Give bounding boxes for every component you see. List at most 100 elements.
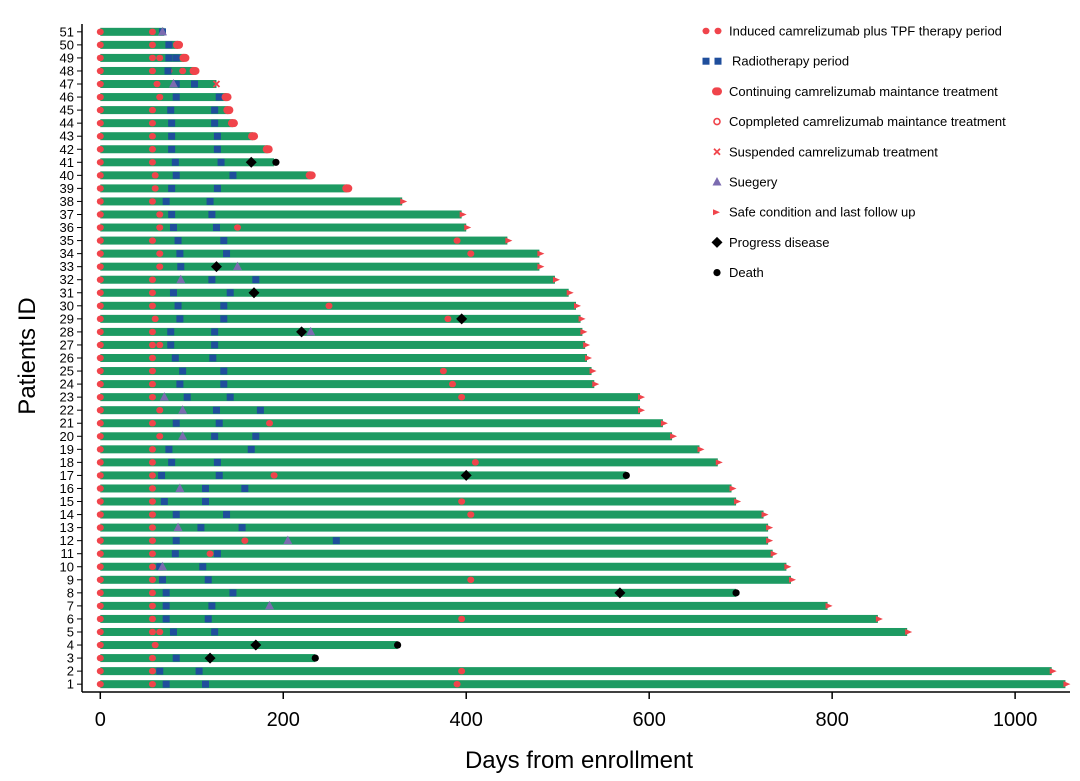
legend-continuing-icon <box>712 87 722 96</box>
safe-followup-marker <box>574 302 581 309</box>
tpf-marker <box>148 276 156 283</box>
radiotherapy-marker <box>256 406 264 414</box>
tpf-marker <box>458 498 466 505</box>
radiotherapy-marker <box>156 667 164 675</box>
legend-label: Induced camrelizumab plus TPF therapy pe… <box>729 24 1002 39</box>
y-axis-title: Patients ID <box>14 297 41 414</box>
patient-id-label: 4 <box>67 638 74 653</box>
radiotherapy-marker <box>220 302 228 310</box>
tpf-marker <box>96 602 104 610</box>
patient-bar <box>100 210 462 219</box>
patient-id-label: 15 <box>60 494 74 509</box>
tpf-marker <box>467 576 475 583</box>
tpf-marker <box>458 667 466 675</box>
patient-bar <box>100 354 587 362</box>
patient-bar <box>100 53 185 62</box>
radiotherapy-marker <box>213 145 221 153</box>
patient-id-label: 50 <box>60 37 74 52</box>
progress-marker <box>250 639 262 651</box>
patient-id-label: 31 <box>60 285 74 300</box>
safe-followup-marker <box>589 368 597 375</box>
radiotherapy-marker <box>220 367 228 375</box>
patient-bar <box>100 367 592 376</box>
radiotherapy-marker <box>167 328 175 336</box>
patient-id-label: 37 <box>60 207 74 222</box>
patient-bar <box>100 406 641 415</box>
progress-marker <box>296 326 308 338</box>
radiotherapy-marker <box>165 445 173 453</box>
radiotherapy-marker <box>177 263 185 271</box>
tpf-marker <box>96 172 104 179</box>
radiotherapy-marker <box>217 158 225 166</box>
patient-id-label: 49 <box>60 50 74 65</box>
patient-id-label: 11 <box>61 546 75 561</box>
radiotherapy-marker <box>195 667 203 675</box>
tpf-marker <box>96 119 104 127</box>
tpf-marker <box>453 680 461 688</box>
patient-bar <box>100 327 583 336</box>
tpf-marker <box>471 459 479 466</box>
tpf-marker <box>96 393 104 401</box>
tpf-marker <box>179 67 187 75</box>
tpf-marker <box>148 472 156 479</box>
legend-progress-icon <box>711 236 723 248</box>
death-marker <box>732 589 740 597</box>
tpf-marker <box>439 367 447 375</box>
radiotherapy-marker <box>165 54 173 62</box>
tpf-marker <box>270 472 278 479</box>
tpf-marker <box>96 328 104 336</box>
legend-item-suspended: Suspended camrelizumab treatment <box>713 144 938 159</box>
tpf-marker <box>148 328 156 336</box>
tpf-marker <box>96 315 104 323</box>
progress-marker <box>210 261 222 273</box>
patient-id-label: 36 <box>60 220 74 235</box>
patient-id-label: 44 <box>60 116 74 131</box>
tpf-marker <box>148 563 156 570</box>
safe-followup-marker <box>697 446 705 453</box>
continuing-marker <box>342 184 353 193</box>
tpf-marker <box>206 550 214 557</box>
tpf-marker <box>148 420 156 427</box>
safe-followup-marker <box>770 550 778 557</box>
patient-bar <box>100 575 791 584</box>
patient-bar <box>100 497 737 506</box>
patient-id-label: 29 <box>60 311 74 326</box>
tpf-marker <box>96 654 104 662</box>
radiotherapy-marker <box>211 432 219 440</box>
radiotherapy-marker <box>202 498 209 506</box>
patient-bar <box>100 523 769 532</box>
tpf-marker <box>96 106 104 114</box>
radiotherapy-marker <box>213 132 221 140</box>
tpf-marker <box>449 380 456 388</box>
legend-item-radio: Radiotherapy period <box>702 54 849 69</box>
safe-followup-marker <box>825 602 833 609</box>
legend-label: Radiotherapy period <box>732 54 849 69</box>
progress-marker <box>204 652 216 664</box>
patient-bar <box>100 588 737 597</box>
continuing-marker <box>262 145 273 154</box>
tpf-marker <box>96 550 104 557</box>
tpf-marker <box>151 172 159 179</box>
x-axis-ticks: 0 200 400 600 800 1000 <box>95 692 1037 731</box>
radiotherapy-marker <box>247 445 255 453</box>
legend-safe-icon <box>713 209 720 216</box>
legend-item-tpf: Induced camrelizumab plus TPF therapy pe… <box>702 24 1002 39</box>
legend-label: Copmpleted camrelizumab maintance treatm… <box>729 114 1006 129</box>
legend: Induced camrelizumab plus TPF therapy pe… <box>702 24 1006 280</box>
radiotherapy-marker <box>172 93 180 101</box>
surgery-marker <box>158 26 168 36</box>
safe-followup-marker <box>584 355 592 361</box>
patient-id-label: 28 <box>60 324 74 339</box>
radiotherapy-marker <box>172 54 180 62</box>
safe-followup-marker <box>537 250 545 257</box>
safe-followup-marker <box>400 198 408 205</box>
patient-id-label: 42 <box>60 142 74 157</box>
radiotherapy-marker <box>213 458 221 466</box>
event-markers <box>96 26 1071 688</box>
radiotherapy-marker <box>212 406 220 414</box>
progress-marker <box>614 587 626 599</box>
tpf-marker <box>96 302 104 310</box>
legend-suspended-icon <box>713 148 721 156</box>
patient-bar <box>100 132 254 141</box>
